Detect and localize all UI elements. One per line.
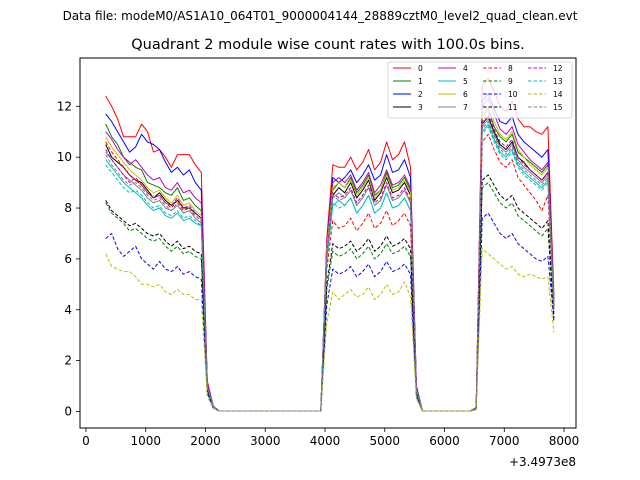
legend-label-7: 7 <box>463 103 468 112</box>
legend-label-5: 5 <box>463 77 468 86</box>
legend-label-2: 2 <box>418 90 423 99</box>
legend-label-3: 3 <box>418 103 423 112</box>
series-line-13 <box>105 126 555 412</box>
y-tick-label: 8 <box>64 201 72 215</box>
legend-label-14: 14 <box>553 90 563 99</box>
legend-frame <box>387 61 573 119</box>
y-tick-label: 2 <box>64 354 72 368</box>
y-axis: 0 2 4 6 8 10 12 <box>57 99 80 418</box>
legend-label-12: 12 <box>553 64 563 73</box>
legend-label-1: 1 <box>418 77 423 86</box>
legend-label-6: 6 <box>463 90 468 99</box>
plot-frame <box>79 57 577 429</box>
y-tick-label: 4 <box>64 303 72 317</box>
series-layer <box>105 77 555 412</box>
y-tick-label: 0 <box>64 404 72 418</box>
x-offset-label: +3.4973e8 <box>509 455 576 469</box>
x-axis: 0 1000 2000 3000 4000 5000 6000 7000 8000 <box>82 428 579 448</box>
legend-label-15: 15 <box>553 103 563 112</box>
legend-label-10: 10 <box>508 90 518 99</box>
legend-label-0: 0 <box>418 64 423 73</box>
chart-title: Quadrant 2 module wise count rates with … <box>131 37 525 53</box>
legend-label-13: 13 <box>553 77 563 86</box>
x-tick-label: 0 <box>82 434 90 448</box>
y-tick-label: 12 <box>57 99 72 113</box>
x-tick-label: 4000 <box>310 434 341 448</box>
suptitle: Data file: modeM0/AS1A10_064T01_90000041… <box>63 9 578 23</box>
series-line-15 <box>105 121 555 412</box>
x-tick-label: 7000 <box>489 434 520 448</box>
x-tick-label: 5000 <box>369 434 400 448</box>
legend-label-8: 8 <box>508 64 513 73</box>
legend-label-9: 9 <box>508 77 513 86</box>
x-tick-label: 3000 <box>250 434 281 448</box>
x-tick-label: 8000 <box>549 434 580 448</box>
y-tick-label: 6 <box>64 252 72 266</box>
series-line-11 <box>105 174 555 412</box>
y-tick-label: 10 <box>57 150 72 164</box>
series-line-10 <box>105 212 555 412</box>
x-tick-label: 2000 <box>190 434 221 448</box>
legend-label-4: 4 <box>463 64 468 73</box>
x-tick-label: 6000 <box>429 434 460 448</box>
x-tick-label: 1000 <box>130 434 161 448</box>
legend-label-11: 11 <box>508 103 518 112</box>
